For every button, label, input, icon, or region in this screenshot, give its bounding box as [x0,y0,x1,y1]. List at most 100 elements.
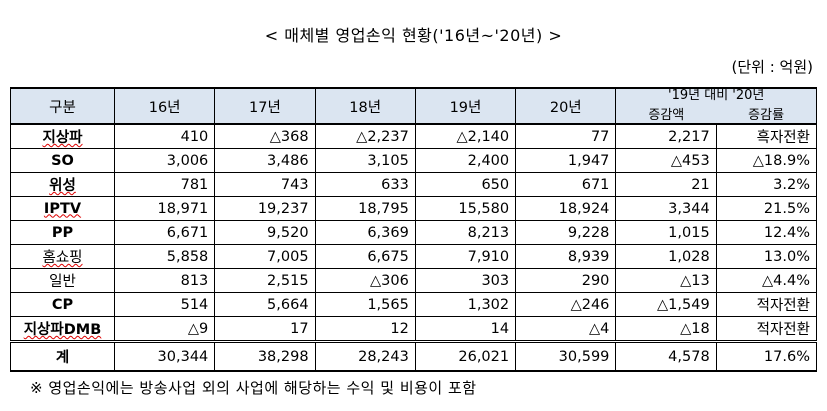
table-cell: 적자전환 [715,316,818,342]
row-label-text: 위성 [49,178,76,194]
row-label: IPTV [10,196,115,221]
table-cell: 12 [314,316,416,342]
table-row: CP 514 5,664 1,565 1,302 △246 △1,549 적자전환 [10,292,818,317]
table-cell: △1,549 [615,292,717,317]
table-cell: 흑자전환 [715,123,818,149]
table-cell: 18,971 [113,196,216,221]
table-cell: △4.4% [715,268,818,293]
table-cell: 21 [615,172,717,197]
table-row: IPTV 18,971 19,237 18,795 15,580 18,924 3,344 2… [10,196,818,221]
table-cell: 28,243 [314,340,416,372]
table-cell: △13 [615,268,717,293]
table-cell: 적자전환 [715,292,818,317]
footnote: ※ 영업손익에는 방송사업 외의 사업에 해당하는 수익 및 비용이 포함 [30,379,477,397]
table-cell: 2,217 [615,123,717,149]
table-cell: 6,369 [314,220,416,245]
row-label-text: 일반 [49,274,76,290]
table-cell: 17 [214,316,316,342]
table-cell: 633 [314,172,416,197]
table-cell: 410 [113,123,216,149]
table-cell: 13.0% [715,244,818,269]
table-cell: 1,565 [314,292,416,317]
table-row: SO 3,006 3,486 3,105 2,400 1,947 △453 △18.9% [10,148,818,173]
table-row: PP 6,671 9,520 6,369 8,213 9,228 1,015 12.4% [10,220,818,245]
table-cell: 8,213 [414,220,517,245]
table-cell: 19,237 [214,196,316,221]
table-cell: 30,344 [113,340,216,372]
table-cell: 6,671 [113,220,216,245]
table-cell: 671 [515,172,617,197]
unit-label: (단위 : 억원) [731,58,814,76]
header-ratio-group: '19년 대비 '20년 증감액 증감률 [615,87,817,125]
row-label-text: 지상파DMB [23,322,102,338]
row-label: 홈쇼핑 [10,244,115,269]
table-cell: 1,028 [615,244,717,269]
page-title: < 매체별 영업손익 현황('16년~'20년) > [264,26,563,45]
table-row: 지상파DMB △9 17 12 14 △4 △18 적자전환 [10,316,818,342]
header-year: 18년 [314,87,416,125]
table-cell: 6,675 [314,244,416,269]
table-cell: 7,910 [414,244,517,269]
row-label: 지상파DMB [10,316,115,342]
row-label-text: 계 [55,350,70,366]
table-cell: 3,344 [615,196,717,221]
header-ratio-title: '19년 대비 '20년 [668,88,765,103]
table-cell: △453 [615,148,717,173]
header-year: 17년 [214,87,316,125]
header-row: 구분 16년 17년 18년 19년 20년 '19년 대비 '20년 증감액 … [10,87,817,125]
row-label: SO [10,148,115,173]
table-cell: 2,400 [414,148,517,173]
table-cell: △2,237 [314,123,416,149]
row-label-text: PP [51,224,74,241]
row-label: CP [10,292,115,317]
table-cell: 15,580 [414,196,517,221]
table-cell: 781 [113,172,216,197]
table-cell: 26,021 [414,340,517,372]
table-cell: 3,486 [214,148,316,173]
row-label-text: 홈쇼핑 [42,250,83,266]
header-year: 16년 [113,87,216,125]
table-cell: 7,005 [214,244,316,269]
row-label-text: CP [51,296,74,313]
table-cell: 4,578 [615,340,717,372]
total-row: 계 30,344 38,298 28,243 26,021 30,599 4,578 17.6… [10,340,818,372]
table-cell: 3,105 [314,148,416,173]
table-cell: 12.4% [715,220,818,245]
table-cell: 38,298 [214,340,316,372]
table-cell: △18.9% [715,148,818,173]
header-category: 구분 [10,87,115,125]
operating-income-table: 구분 16년 17년 18년 19년 20년 '19년 대비 '20년 증감액 … [10,87,818,372]
table-row: 홈쇼핑 5,858 7,005 6,675 7,910 8,939 1,028 13.0% [10,244,818,269]
table-cell: 303 [414,268,517,293]
row-label: 일반 [10,268,115,293]
table-cell: 1,947 [515,148,617,173]
header-year: 19년 [414,87,517,125]
table-cell: △368 [214,123,316,149]
row-label-text: SO [51,152,74,169]
table-cell: 514 [113,292,216,317]
row-label: 지상파 [10,123,115,149]
table-cell: 17.6% [715,340,818,372]
table-cell: 290 [515,268,617,293]
table-cell: 650 [414,172,517,197]
table-cell: 18,795 [314,196,416,221]
header-ratio-rate: 증감률 [748,108,785,123]
header-year: 20년 [515,87,617,125]
table-cell: △246 [515,292,617,317]
table-row: 일반 813 2,515 △306 303 290 △13 △4.4% [10,268,818,293]
row-label: 위성 [10,172,115,197]
table-cell: 1,302 [414,292,517,317]
table-cell: 743 [214,172,316,197]
table-cell: 14 [414,316,517,342]
table-cell: △306 [314,268,416,293]
table-cell: △9 [113,316,216,342]
table-cell: △2,140 [414,123,517,149]
table-cell: 8,939 [515,244,617,269]
table-cell: 30,599 [515,340,617,372]
row-label-text: IPTV [43,200,82,217]
row-label-text: 지상파 [42,130,83,146]
table-cell: 21.5% [715,196,818,221]
row-label: 계 [10,340,115,372]
table-row: 위성 781 743 633 650 671 21 3.2% [10,172,818,197]
row-label: PP [10,220,115,245]
